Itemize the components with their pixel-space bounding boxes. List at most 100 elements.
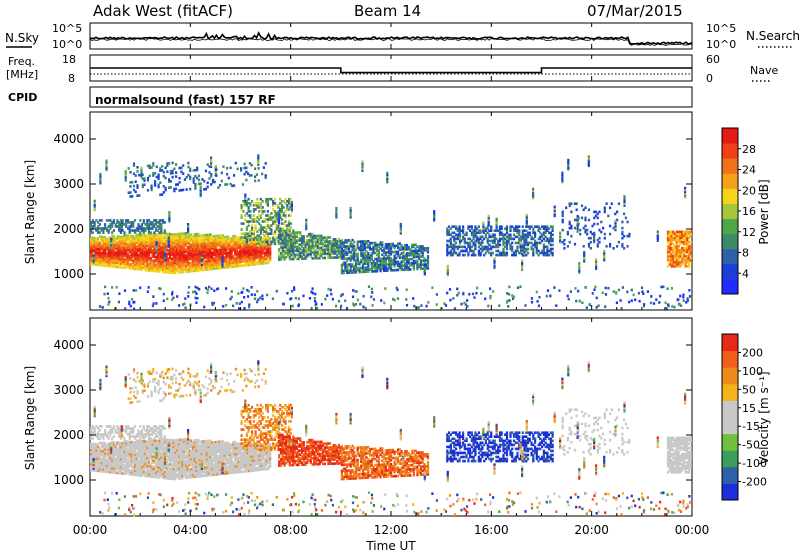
data-cell	[236, 302, 238, 305]
y-tick-label: 3000	[53, 177, 84, 191]
data-cell	[581, 302, 583, 305]
data-cell	[593, 232, 595, 235]
data-cell	[241, 214, 243, 217]
data-cell	[459, 233, 461, 236]
data-cell	[263, 166, 265, 169]
colorbar-swatch	[722, 128, 738, 144]
data-cell	[346, 307, 348, 310]
data-cell	[291, 201, 293, 204]
data-cell	[570, 202, 572, 205]
data-cell	[690, 257, 692, 260]
data-cell	[567, 231, 569, 234]
data-cell	[527, 252, 529, 255]
data-cell	[116, 286, 118, 289]
data-cell	[286, 292, 288, 295]
data-cell	[193, 177, 195, 180]
data-cell	[361, 160, 363, 163]
data-cell	[570, 290, 572, 293]
nsearch-tick-high: 10^5	[706, 22, 736, 35]
data-cell	[163, 299, 165, 302]
data-cell	[561, 172, 563, 175]
data-cell	[171, 293, 173, 296]
data-cell	[290, 214, 292, 217]
data-cell	[128, 303, 130, 306]
data-cell	[314, 300, 316, 303]
data-cell	[426, 305, 428, 308]
data-cell	[131, 181, 133, 184]
data-cell	[299, 231, 301, 234]
data-cell	[602, 291, 604, 294]
colorbar-swatch	[722, 249, 738, 265]
data-cell	[417, 307, 419, 310]
data-cell	[262, 298, 264, 301]
data-cell	[197, 297, 199, 300]
data-cell	[254, 298, 256, 301]
data-cell	[559, 232, 561, 235]
data-cell	[248, 198, 250, 201]
data-cell	[256, 290, 258, 293]
data-cell	[129, 185, 131, 188]
y-tick-label: 2000	[53, 222, 84, 236]
data-cell	[673, 306, 675, 309]
data-cell	[468, 293, 470, 296]
power-data	[90, 154, 692, 310]
data-cell	[330, 293, 332, 296]
data-cell	[105, 160, 107, 163]
data-cell	[198, 175, 200, 178]
data-cell	[567, 159, 569, 162]
data-cell	[650, 295, 652, 298]
data-cell	[498, 304, 500, 307]
data-cell	[492, 252, 494, 255]
data-cell	[194, 183, 196, 186]
data-cell	[634, 299, 636, 302]
data-cell	[478, 225, 480, 228]
data-cell	[671, 287, 673, 290]
data-cell	[381, 241, 383, 244]
data-cell	[187, 291, 189, 294]
data-cell	[172, 176, 174, 179]
data-cell	[482, 222, 484, 225]
data-cell	[237, 292, 239, 295]
data-cell	[690, 245, 692, 248]
data-cell	[575, 300, 577, 303]
data-cell	[618, 289, 620, 292]
data-cell	[443, 302, 445, 305]
data-cell	[243, 307, 245, 310]
data-cell	[248, 306, 250, 309]
data-cell	[249, 210, 251, 213]
data-cell	[130, 305, 132, 308]
data-cell	[602, 227, 604, 230]
data-cell	[586, 233, 588, 236]
data-cell	[570, 235, 572, 238]
data-cell	[289, 230, 291, 233]
data-cell	[623, 213, 625, 216]
data-cell	[631, 299, 633, 302]
data-cell	[258, 179, 260, 182]
data-cell	[182, 172, 184, 175]
data-cell	[180, 167, 182, 170]
data-cell	[607, 287, 609, 290]
data-cell	[207, 182, 209, 185]
data-cell	[152, 295, 154, 298]
data-cell	[464, 254, 466, 257]
data-cell	[363, 295, 365, 298]
data-cell	[493, 257, 495, 260]
data-cell	[251, 286, 253, 289]
data-cell	[373, 298, 375, 301]
data-cell	[186, 188, 188, 191]
data-cell	[244, 163, 246, 166]
data-cell	[321, 303, 323, 306]
data-cell	[363, 306, 365, 309]
data-cell	[92, 231, 94, 234]
data-cell	[200, 186, 202, 189]
data-cell	[226, 167, 228, 170]
data-cell	[253, 214, 255, 217]
data-cell	[338, 300, 340, 303]
data-cell	[166, 170, 168, 173]
data-cell	[163, 293, 165, 296]
data-cell	[563, 247, 565, 250]
data-cell	[392, 298, 394, 301]
data-cell	[607, 215, 609, 218]
data-cell	[472, 293, 474, 296]
